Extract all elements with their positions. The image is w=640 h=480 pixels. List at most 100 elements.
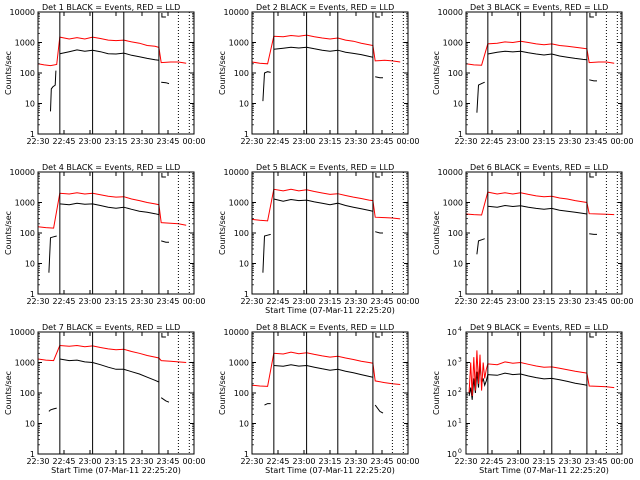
- series-events-segment-3: [374, 404, 384, 414]
- y-tick-label: 1: [244, 130, 249, 139]
- x-tick-label: 23:15: [532, 457, 555, 466]
- y-tick-label: 10: [25, 260, 35, 269]
- x-tick-label: 22:30: [240, 137, 263, 146]
- x-tick-label: 23:15: [104, 457, 127, 466]
- y-tick-label: 10: [25, 100, 35, 109]
- series-events-segment-2: [59, 358, 160, 383]
- x-tick-label: 23:30: [130, 457, 153, 466]
- x-tick-label: 23:15: [532, 297, 555, 306]
- x-tick-label: 23:15: [318, 297, 341, 306]
- panel-det-4: Det 4 BLACK = Events, RED = LLD Counts/se…: [4, 163, 206, 306]
- x-tick-label: 23:00: [292, 137, 315, 146]
- panel-det-1: Det 1 BLACK = Events, RED = LLD Counts/se…: [4, 3, 206, 146]
- panel-title: Det 1 BLACK = Events, RED = LLD: [42, 3, 180, 12]
- corner-marker: [161, 173, 166, 178]
- panel-title: Det 6 BLACK = Events, RED = LLD: [470, 163, 608, 172]
- y-tick-label: 100: [234, 389, 249, 398]
- plot-frame: [251, 331, 409, 455]
- y-axis-label: Counts/sec: [4, 51, 13, 95]
- series-events-segment-1: [264, 403, 271, 406]
- series-lld-segment-1: [251, 34, 401, 65]
- plot-frame: [465, 11, 623, 135]
- series-events-segment-3: [589, 79, 597, 82]
- y-tick-label: 10: [25, 420, 35, 429]
- x-tick-label: 23:00: [78, 137, 101, 146]
- x-tick-label: 23:15: [104, 297, 127, 306]
- series-events-segment-2: [487, 204, 587, 215]
- x-tick-label: 00:00: [610, 457, 633, 466]
- x-tick-label: 22:45: [52, 457, 75, 466]
- x-tick-label: 00:00: [396, 297, 419, 306]
- y-tick-label: 10: [453, 100, 463, 109]
- y-tick-label: 10000: [224, 328, 249, 337]
- x-tick-label: 23:00: [506, 297, 529, 306]
- corner-marker: [375, 173, 380, 178]
- y-tick-label: 10000: [224, 168, 249, 177]
- series-events-segment-1: [50, 70, 57, 112]
- x-tick-label: 23:15: [104, 137, 127, 146]
- series-lld-segment-1: [465, 191, 615, 216]
- y-tick-label: 10: [453, 260, 463, 269]
- x-tick-label: 22:30: [26, 457, 49, 466]
- series-lld-segment-1: [251, 351, 401, 387]
- plot-frame: [465, 331, 623, 455]
- series-events-segment-3: [160, 397, 170, 403]
- y-tick-label: 1: [244, 290, 249, 299]
- x-tick-label: 00:00: [396, 137, 419, 146]
- x-tick-label: 23:30: [558, 457, 581, 466]
- y-tick-label: 100: [20, 69, 35, 78]
- x-tick-label: 23:30: [344, 297, 367, 306]
- y-tick-label: 100: [20, 229, 35, 238]
- corner-marker: [589, 173, 594, 178]
- panel-title: Det 5 BLACK = Events, RED = LLD: [256, 163, 394, 172]
- series-events-segment-1: [476, 238, 485, 255]
- panel-det-9: Det 9 BLACK = Events, RED = LLD Counts/se…: [432, 323, 634, 475]
- y-tick-exponent: 3: [458, 357, 462, 364]
- x-tick-label: 22:30: [454, 137, 477, 146]
- x-tick-label: 23:00: [78, 457, 101, 466]
- x-tick-label: 22:45: [52, 137, 75, 146]
- x-tick-label: 22:45: [266, 457, 289, 466]
- series-events-segment-3: [161, 81, 170, 85]
- panel-title: Det 3 BLACK = Events, RED = LLD: [470, 3, 608, 12]
- x-tick-label: 22:45: [52, 297, 75, 306]
- series-events-segment-3: [375, 231, 383, 234]
- x-tick-label: 22:30: [240, 297, 263, 306]
- panel-det-7: Det 7 BLACK = Events, RED = LLD Counts/se…: [4, 323, 206, 475]
- series-events-segment-1: [48, 407, 57, 412]
- series-lld-segment-1: [37, 344, 187, 363]
- y-tick-label: 100: [234, 229, 249, 238]
- y-tick-label: 10: [239, 420, 249, 429]
- y-tick-label: 1000: [15, 39, 35, 48]
- y-tick-label: 100: [20, 389, 35, 398]
- plot-frame: [251, 11, 409, 135]
- x-axis-label: Start Time (07-Mar-11 22:25:20): [265, 466, 395, 475]
- corner-marker: [589, 13, 594, 18]
- plot-frame: [251, 171, 409, 295]
- x-tick-label: 23:45: [370, 137, 393, 146]
- series-events-segment-3: [161, 240, 169, 243]
- series-lld-segment-1: [37, 192, 187, 229]
- panel-title: Det 9 BLACK = Events, RED = LLD: [470, 323, 608, 332]
- x-axis-label: Start Time (07-Mar-11 22:25:20): [265, 306, 395, 315]
- y-tick-label: 10000: [10, 328, 35, 337]
- y-tick-label: 10: [239, 100, 249, 109]
- corner-marker: [161, 13, 166, 18]
- corner-marker: [161, 333, 166, 338]
- y-tick-label: 10: [447, 389, 457, 398]
- series-events-segment-3: [375, 76, 383, 79]
- corner-marker: [375, 13, 380, 18]
- series-lld-segment-1: [251, 188, 401, 222]
- series-events-segment-2: [273, 46, 374, 58]
- x-tick-label: 23:00: [78, 297, 101, 306]
- series-events-segment-2: [59, 49, 159, 61]
- series-events-segment-3: [589, 233, 597, 235]
- y-axis-label: Counts/sec: [432, 211, 441, 255]
- x-tick-label: 23:45: [156, 457, 179, 466]
- y-tick-label: 1: [30, 450, 35, 459]
- y-tick-label: 10000: [438, 168, 463, 177]
- x-tick-label: 00:00: [396, 457, 419, 466]
- x-tick-label: 23:30: [344, 137, 367, 146]
- y-tick-label: 10: [447, 450, 457, 459]
